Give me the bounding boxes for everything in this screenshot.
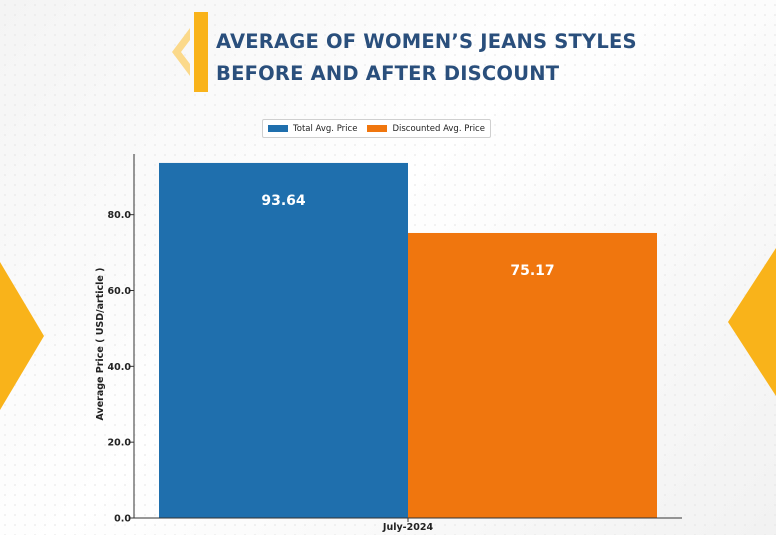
y-tick-label: 60.0	[108, 286, 132, 297]
data-label-total: 93.64	[261, 193, 306, 209]
y-axis-title: Average Price ( USD/article )	[95, 267, 106, 420]
data-label-discounted: 75.17	[510, 263, 554, 279]
x-tick-label: July-2024	[382, 522, 434, 533]
chart-title-line-2: BEFORE AND AFTER DISCOUNT	[216, 62, 560, 85]
legend-item-discounted: Discounted Avg. Price	[367, 124, 485, 134]
y-tick-label: 80.0	[108, 210, 132, 221]
bar-discounted	[408, 232, 657, 519]
legend-item-total: Total Avg. Price	[268, 124, 357, 134]
title-chevron-logo	[172, 12, 208, 92]
legend-swatch-discounted	[367, 125, 388, 132]
bar-total	[159, 162, 408, 518]
legend: Total Avg. Price Discounted Avg. Price	[262, 119, 491, 138]
y-tick-label: 20.0	[108, 438, 132, 449]
legend-label-discounted: Discounted Avg. Price	[392, 123, 485, 134]
y-tick-label: 40.0	[108, 362, 132, 373]
legend-swatch-total	[268, 125, 288, 132]
chart-title: AVERAGE OF WOMEN’S JEANS STYLES BEFORE A…	[216, 26, 637, 90]
y-tick-label: 0.0	[114, 514, 131, 525]
chart-title-line-1: AVERAGE OF WOMEN’S JEANS STYLES	[216, 30, 637, 53]
legend-label-total: Total Avg. Price	[293, 123, 358, 134]
